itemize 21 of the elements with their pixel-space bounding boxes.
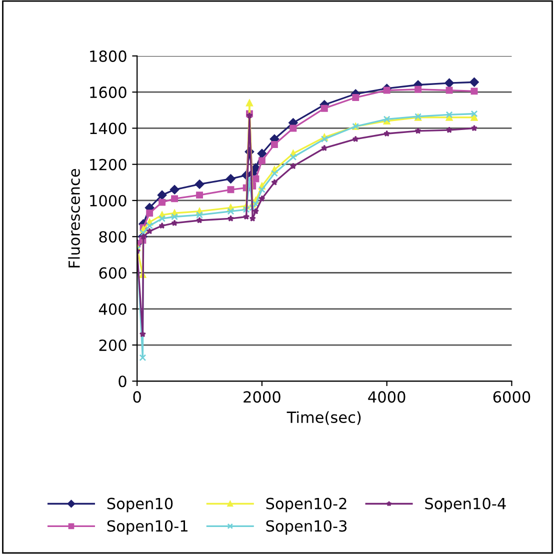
y-tick-label: 0 xyxy=(118,376,126,388)
legend-label: Sopen10 xyxy=(107,498,173,512)
x-tick-label: 0 xyxy=(133,391,141,403)
y-tick-label: 1000 xyxy=(90,194,126,207)
legend-label: Sopen10-2 xyxy=(266,498,346,512)
legend-label: Sopen10-3 xyxy=(266,520,347,535)
x-tick-label: 6000 xyxy=(493,391,530,403)
x-axis-title: Time(sec) xyxy=(286,411,361,425)
y-tick-label: 1600 xyxy=(90,86,126,98)
y-tick-label: 800 xyxy=(99,231,126,243)
legend-label: Sopen10-1 xyxy=(107,520,188,535)
y-axis-title: Fluorescence xyxy=(68,169,80,268)
y-tick-label: 400 xyxy=(98,303,126,315)
y-tick-label: 200 xyxy=(99,339,126,352)
legend-label: Sopen10-4 xyxy=(425,498,506,512)
y-tick-label: 1200 xyxy=(90,158,126,170)
y-tick-label: 1800 xyxy=(90,50,126,62)
y-tick-label: 1400 xyxy=(90,122,126,134)
y-tick-label: 600 xyxy=(99,267,126,279)
x-tick-label: 2000 xyxy=(244,391,280,403)
x-tick-label: 4000 xyxy=(368,391,406,403)
